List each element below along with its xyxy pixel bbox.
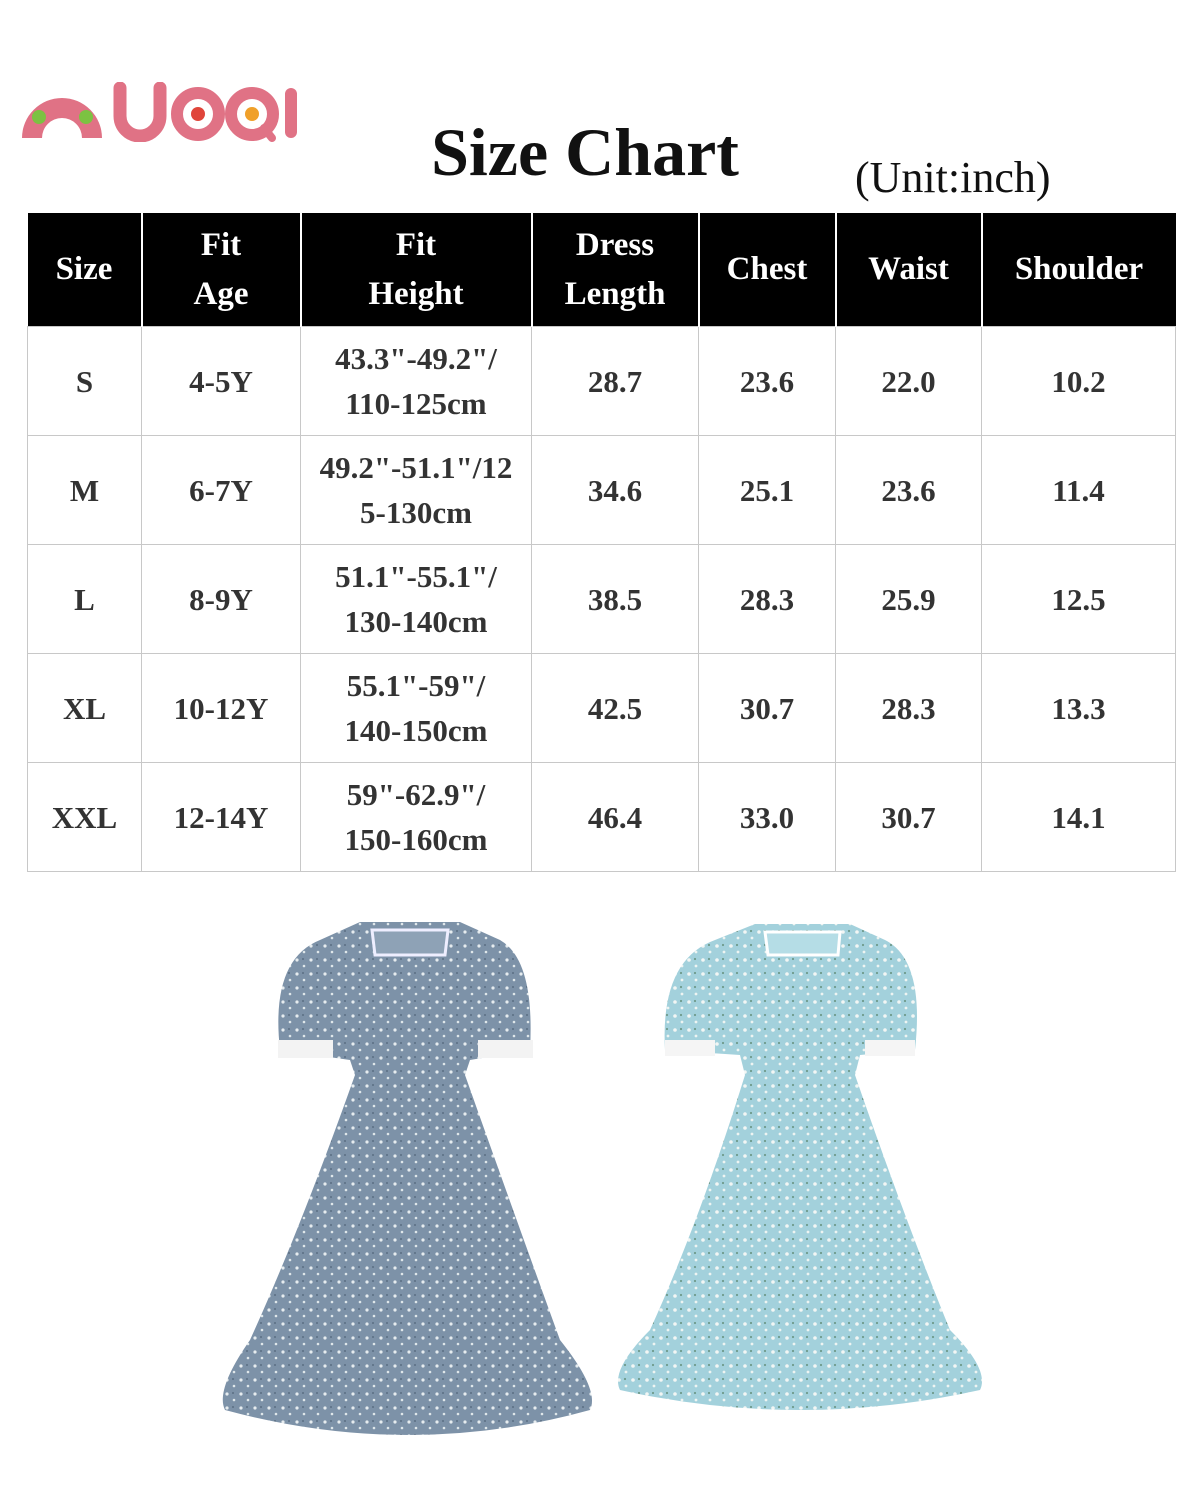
cell-length: 38.5 bbox=[531, 544, 699, 654]
cell-height-line: 110-125cm bbox=[345, 386, 487, 421]
column-header-line: Dress bbox=[575, 226, 655, 263]
cell-waist: 30.7 bbox=[835, 762, 982, 872]
column-header-line: Shoulder bbox=[1014, 251, 1144, 287]
cell-waist: 22.0 bbox=[835, 326, 982, 436]
cell-chest: 28.3 bbox=[698, 544, 836, 654]
cell-height-line: 55.1"-59"/ bbox=[346, 668, 486, 703]
cell-height-line: 140-150cm bbox=[344, 713, 488, 748]
size-table: Size Fit Age Fit Height Dress Length Chest Waist… bbox=[27, 213, 1176, 872]
dress-light-blue-image bbox=[618, 924, 982, 1410]
cell-length: 42.5 bbox=[531, 653, 699, 763]
table-row: XXL 12-14Y 59"-62.9"/ 150-160cm 46.4 33.0 30.7… bbox=[27, 762, 1176, 872]
cell-height: 43.3"-49.2"/ 110-125cm bbox=[300, 326, 532, 436]
column-header: Dress Length bbox=[530, 213, 699, 327]
column-header-line: Age bbox=[193, 275, 249, 312]
column-header: Waist bbox=[834, 213, 982, 327]
unit-label: (Unit:inch) bbox=[855, 153, 1051, 202]
cell-size: XXL bbox=[27, 762, 142, 872]
column-header-line: Height bbox=[368, 275, 464, 312]
table-row: M 6-7Y 49.2"-51.1"/12 5-130cm 34.6 25.1 23.6 11… bbox=[27, 435, 1176, 545]
cell-height: 51.1"-55.1"/ 130-140cm bbox=[300, 544, 532, 654]
column-header-line: Size bbox=[55, 251, 113, 287]
cell-waist: 25.9 bbox=[835, 544, 982, 654]
cell-shoulder: 14.1 bbox=[981, 762, 1176, 872]
cell-age: 8-9Y bbox=[141, 544, 301, 654]
cell-shoulder: 12.5 bbox=[981, 544, 1176, 654]
cell-age: 12-14Y bbox=[141, 762, 301, 872]
column-header-line: Waist bbox=[868, 251, 949, 287]
cell-height-line: 5-130cm bbox=[360, 495, 472, 530]
cell-size: M bbox=[27, 435, 142, 545]
cell-height: 49.2"-51.1"/12 5-130cm bbox=[300, 435, 532, 545]
cell-shoulder: 11.4 bbox=[981, 435, 1176, 545]
column-header: Size bbox=[27, 213, 142, 327]
dress-dusty-blue-image bbox=[222, 922, 592, 1435]
cell-chest: 25.1 bbox=[698, 435, 836, 545]
column-header: Fit Age bbox=[140, 213, 301, 327]
cell-chest: 23.6 bbox=[698, 326, 836, 436]
cell-height-line: 43.3"-49.2"/ bbox=[335, 341, 497, 376]
cell-age: 6-7Y bbox=[141, 435, 301, 545]
page-title: Size Chart bbox=[431, 114, 739, 190]
cell-length: 28.7 bbox=[531, 326, 699, 436]
cell-height: 55.1"-59"/ 140-150cm bbox=[300, 653, 532, 763]
cell-height-line: 49.2"-51.1"/12 bbox=[319, 450, 513, 485]
cell-height: 59"-62.9"/ 150-160cm bbox=[300, 762, 532, 872]
brand-logo bbox=[22, 82, 297, 142]
product-images bbox=[222, 922, 982, 1435]
table-row: L 8-9Y 51.1"-55.1"/ 130-140cm 38.5 28.3 25.9 12… bbox=[27, 544, 1176, 654]
column-header-line: Length bbox=[564, 275, 666, 312]
cell-shoulder: 13.3 bbox=[981, 653, 1176, 763]
cell-height-line: 51.1"-55.1"/ bbox=[335, 559, 497, 594]
column-header: Chest bbox=[697, 213, 836, 327]
cell-waist: 23.6 bbox=[835, 435, 982, 545]
cell-length: 34.6 bbox=[531, 435, 699, 545]
column-header-line: Chest bbox=[726, 251, 808, 287]
column-header-line: Fit bbox=[200, 226, 242, 263]
column-header-line: Fit bbox=[395, 226, 437, 263]
cell-chest: 30.7 bbox=[698, 653, 836, 763]
cell-height-line: 130-140cm bbox=[344, 604, 488, 639]
cell-size: XL bbox=[27, 653, 142, 763]
cell-age: 4-5Y bbox=[141, 326, 301, 436]
table-row: S 4-5Y 43.3"-49.2"/ 110-125cm 28.7 23.6 22.0 10… bbox=[27, 326, 1176, 436]
cell-chest: 33.0 bbox=[698, 762, 836, 872]
cell-height-line: 150-160cm bbox=[344, 822, 488, 857]
column-header: Shoulder bbox=[980, 213, 1176, 327]
cell-size: L bbox=[27, 544, 142, 654]
cell-age: 10-12Y bbox=[141, 653, 301, 763]
column-header: Fit Height bbox=[299, 213, 532, 327]
cell-shoulder: 10.2 bbox=[981, 326, 1176, 436]
cell-length: 46.4 bbox=[531, 762, 699, 872]
table-row: XL 10-12Y 55.1"-59"/ 140-150cm 42.5 30.7 28.3 1… bbox=[27, 653, 1176, 763]
cell-height-line: 59"-62.9"/ bbox=[346, 777, 486, 812]
cell-waist: 28.3 bbox=[835, 653, 982, 763]
cell-size: S bbox=[27, 326, 142, 436]
